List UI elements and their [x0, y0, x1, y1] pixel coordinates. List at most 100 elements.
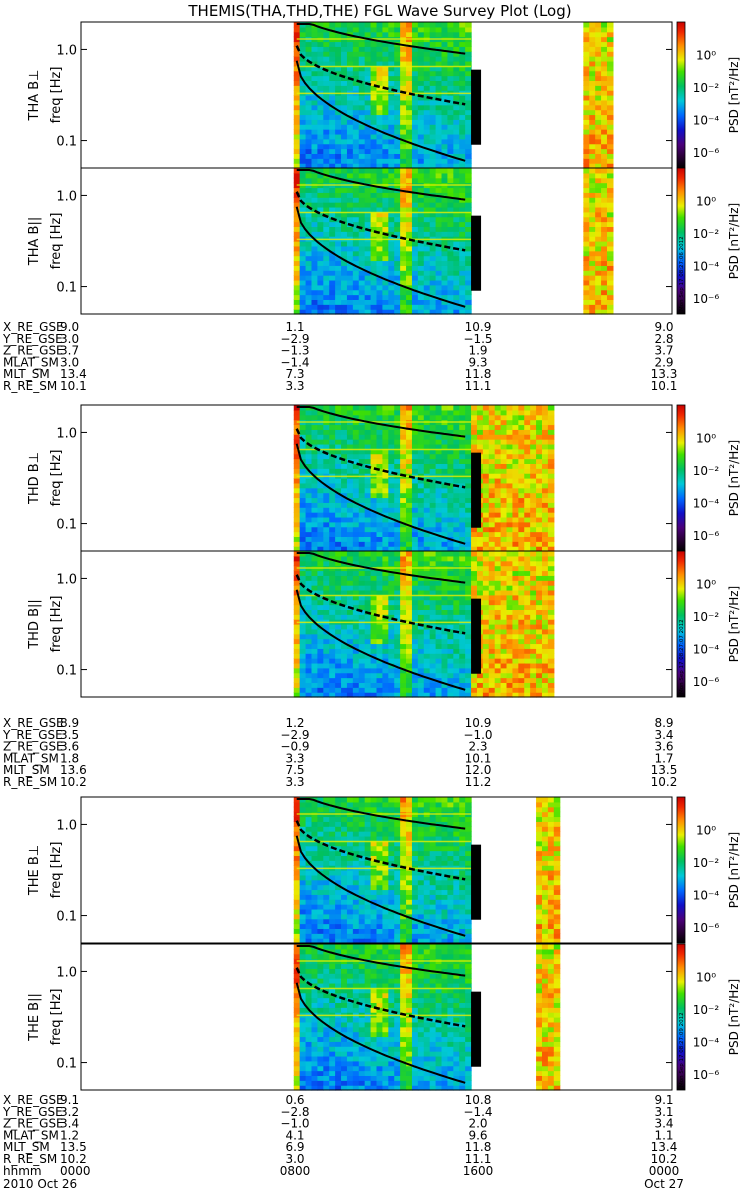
- y-tick-label: 1.0: [56, 965, 77, 980]
- burst-blob-tha-par: [471, 215, 482, 291]
- colorbar-tick-label: 10⁻⁶: [693, 1068, 720, 1082]
- trace-low-the-perp: [295, 835, 466, 937]
- ephemeris-row-label: X_RE_GSE: [3, 716, 64, 730]
- ephemeris-value: 2.9: [654, 355, 673, 369]
- ephemeris-value: 3.4: [60, 1117, 79, 1131]
- ephemeris-value: −1.3: [280, 344, 309, 358]
- burst-blob-tha-perp: [471, 69, 482, 145]
- ephemeris-value: 6.9: [285, 1140, 304, 1154]
- ephemeris-value: 1.8: [60, 751, 79, 765]
- colorbar-gradient: [676, 21, 686, 169]
- panel-frame-the-perp: [80, 796, 673, 944]
- panel-freq-label: freq [Hz]: [49, 842, 64, 899]
- ephemeris-row-label: Y_RE_GSE: [2, 1105, 63, 1119]
- ephemeris-row-label: X_RE_GSE: [3, 1093, 64, 1107]
- ephemeris-value: 1.2: [60, 1128, 79, 1142]
- colorbar-tick-label: 10⁻²: [693, 856, 720, 870]
- ephemeris-row-label: MLAT_SM: [3, 751, 59, 765]
- date-label: 2010 Oct 26: [3, 1177, 77, 1191]
- figure-title: THEMIS(THA,THD,THE) FGL Wave Survey Plot…: [187, 2, 571, 20]
- ephemeris-value: 10.2: [60, 1152, 87, 1166]
- ephemeris-value: 7.5: [285, 763, 304, 777]
- colorbar-gradient: [676, 796, 686, 944]
- colorbar-tick-label: 10⁻⁶: [693, 529, 720, 543]
- colorbar-tick-label: 10⁻⁴: [693, 1035, 720, 1049]
- ephemeris-value: 1.1: [285, 320, 304, 334]
- time-tick-label: 0000: [60, 1164, 91, 1178]
- ephemeris-value: 2.8: [654, 332, 673, 346]
- ephemeris-value: 13.4: [651, 1140, 678, 1154]
- cyclotron-traces-the-par: [295, 945, 482, 1084]
- ephemeris-value: −1.0: [463, 728, 492, 742]
- ephemeris-row-label: R_RE_SM: [3, 1152, 57, 1166]
- panel-freq-label: freq [Hz]: [49, 596, 64, 653]
- trace-fce-thd-perp: [296, 406, 466, 438]
- ephemeris-value: 3.5: [60, 728, 79, 742]
- cyclotron-traces-thd-par: [295, 552, 482, 691]
- ephemeris-value: 1.2: [285, 716, 304, 730]
- trace-low-tha-par: [295, 206, 466, 308]
- ephemeris-value: 9.0: [60, 320, 79, 334]
- ephemeris-value: 3.0: [60, 332, 79, 346]
- colorbar-tha-par: 10⁰ 10⁻² 10⁻⁴ 10⁻⁶ PSD [nT²/Hz] Mon Sep 17 08…: [676, 167, 741, 315]
- trace-low-tha-perp: [295, 60, 466, 162]
- panel-the-perp: 0.1 1.0 THE B⊥ freq [Hz] 10⁰ 10⁻² 10⁻⁴ 10⁻⁶ PSD …: [27, 796, 741, 944]
- time-tick-label: 0000: [649, 1164, 680, 1178]
- colorbar-tick-label: 10⁻⁶: [693, 921, 720, 935]
- ephemeris-value: 9.6: [468, 1128, 487, 1142]
- colorbar-tick-label: 10⁻²: [693, 610, 720, 624]
- panel-freq-label: freq [Hz]: [49, 450, 64, 507]
- y-tick-label: 0.1: [56, 664, 77, 679]
- ephemeris-value: 11.8: [465, 367, 492, 381]
- colorbar-tick-label: 10⁻²: [693, 81, 720, 95]
- panel-freq-label: freq [Hz]: [49, 67, 64, 124]
- ephemeris-row-label: MLT_SM: [3, 1140, 50, 1154]
- panel-thd-perp: 0.1 1.0 THD B⊥ freq [Hz] 10⁰ 10⁻² 10⁻⁴ 10⁻⁶ PSD …: [27, 404, 741, 552]
- y-tick-label: 0.1: [56, 1057, 77, 1072]
- ephemeris-value: 2.0: [468, 1117, 487, 1131]
- panel-frame-thd-par: [80, 550, 673, 698]
- colorbar-tick-label: 10⁰: [696, 194, 716, 208]
- interference-lines-the-par: [296, 960, 472, 1017]
- ephemeris-value: 8.9: [60, 716, 79, 730]
- trace-low-thd-par: [295, 589, 466, 691]
- spectrogram-the-perp: [293, 797, 561, 944]
- spectrogram-tha-par: [293, 168, 614, 315]
- colorbar-label: PSD [nT²/Hz]: [727, 979, 741, 1055]
- colorbar-tick-label: 10⁰: [696, 823, 716, 837]
- interference-lines-thd-par: [296, 567, 472, 624]
- ephemeris-value: 9.3: [468, 355, 487, 369]
- ephemeris-value: 10.2: [651, 1152, 678, 1166]
- ephemeris-value: 10.1: [60, 379, 87, 393]
- ephemeris-value: −0.9: [280, 740, 309, 754]
- interference-lines-tha-perp: [296, 38, 472, 95]
- colorbar-tick-label: 10⁰: [696, 577, 716, 591]
- interference-lines-thd-perp: [296, 421, 472, 478]
- ephemeris-value: 13.3: [651, 367, 678, 381]
- colorbar-gradient: [676, 550, 686, 698]
- ephemeris-value: 3.4: [654, 1117, 673, 1131]
- ephemeris-value: 7.3: [285, 367, 304, 381]
- panel-thd-par: 0.1 1.0 THD B|| freq [Hz] 10⁰ 10⁻² 10⁻⁴ 10⁻⁶ PSD…: [27, 550, 741, 698]
- ephemeris-value: 10.8: [465, 1093, 492, 1107]
- ephemeris-value: 3.0: [285, 1152, 304, 1166]
- trace-fce-the-perp: [296, 798, 466, 830]
- time-tick-label: 0800: [280, 1164, 311, 1178]
- colorbar-label: PSD [nT²/Hz]: [727, 203, 741, 279]
- spectrogram-the-par: [293, 944, 561, 1091]
- ephemeris-value: 3.7: [654, 344, 673, 358]
- colorbar-tick-label: 10⁻⁴: [693, 888, 720, 902]
- ephemeris-value: −1.4: [463, 1105, 492, 1119]
- trace-half-thd-perp: [295, 428, 466, 489]
- ephemeris-value: 1.7: [654, 751, 673, 765]
- ephemeris-row-label: MLAT_SM: [3, 1128, 59, 1142]
- colorbar-tick-label: 10⁻⁴: [693, 259, 720, 273]
- panel-freq-label: freq [Hz]: [49, 213, 64, 270]
- ephemeris-value: 10.2: [60, 775, 87, 789]
- panel-probe-label: THE B||: [27, 993, 42, 1042]
- ephemeris-value: 13.5: [60, 1140, 87, 1154]
- ephemeris-value: 11.1: [465, 379, 492, 393]
- ephemeris-value: 11.2: [465, 775, 492, 789]
